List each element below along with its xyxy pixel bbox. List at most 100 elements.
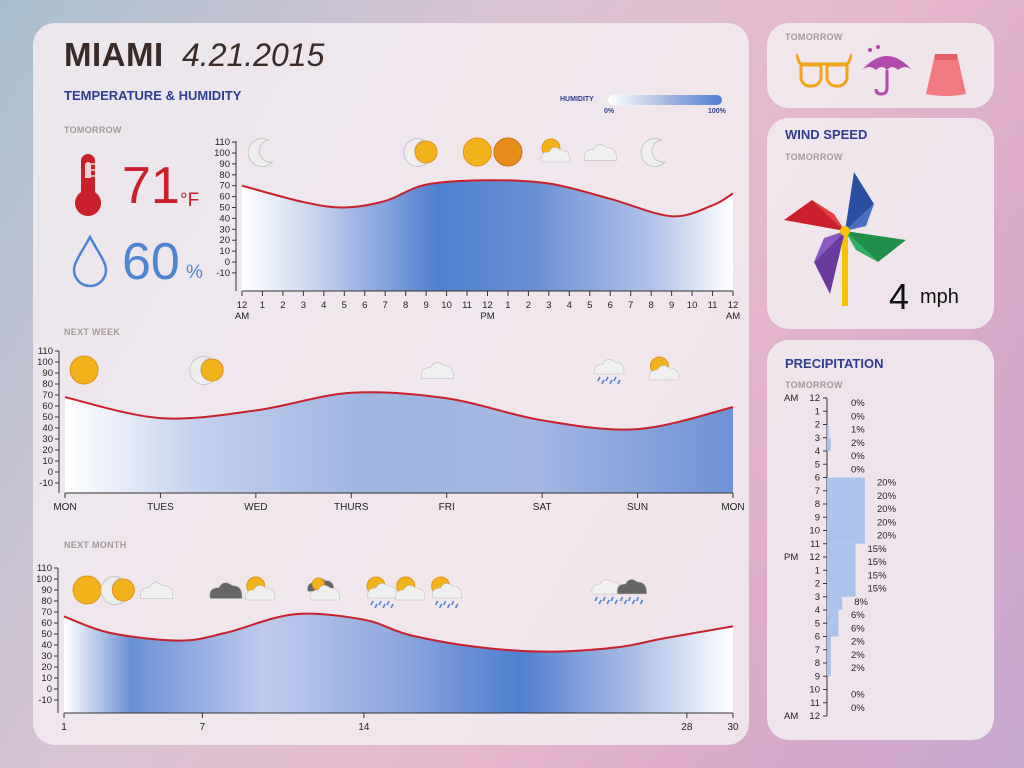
humidity-unit: % <box>186 262 203 283</box>
x-tick-label: 9 <box>423 300 428 311</box>
precip-hour-label: 10 <box>809 526 820 537</box>
precip-value-label: 20% <box>877 504 897 515</box>
x-tick-label: 5 <box>587 300 592 311</box>
x-tick-label: 6 <box>608 300 613 311</box>
x-tick-label: 1 <box>505 300 510 311</box>
precip-bar <box>827 583 856 597</box>
y-tick-label: 20 <box>219 235 230 246</box>
dark-cloud-icon <box>209 582 243 599</box>
precip-value-label: 0% <box>851 464 865 475</box>
humidity-area <box>242 180 733 291</box>
cloud-icon <box>583 144 617 161</box>
y-tick-label: 0 <box>48 467 53 478</box>
x-tick-label: 2 <box>280 300 285 311</box>
x-tick-label: 30 <box>727 722 739 733</box>
moon-sun-icon <box>403 138 438 167</box>
y-tick-label: 40 <box>42 423 53 434</box>
sun-icon <box>462 137 492 167</box>
dark-rain-cloud-icon <box>616 579 647 605</box>
pinwheel-icon <box>784 172 906 306</box>
precip-bar <box>827 477 865 491</box>
sun-orange-icon <box>493 137 523 167</box>
next-week-label: NEXT WEEK <box>64 327 121 337</box>
y-tick-label: 80 <box>42 379 53 390</box>
y-tick-label: 40 <box>219 213 230 224</box>
cloud-icon <box>421 362 455 379</box>
precip-hour-label: 1 <box>815 565 820 576</box>
moon-icon <box>247 138 274 167</box>
precip-hour-label: 12 <box>809 552 820 563</box>
precip-value-label: 15% <box>868 544 888 555</box>
precip-bar <box>827 636 831 650</box>
x-tick-label: WED <box>244 502 267 513</box>
y-tick-label: -10 <box>38 695 52 706</box>
precipitation-panel <box>767 340 994 740</box>
precip-bar <box>827 623 839 637</box>
y-tick-label: 100 <box>214 148 230 159</box>
umbrella-icon <box>862 45 912 96</box>
precip-value-label: 2% <box>851 637 865 648</box>
precip-hour-label: 3 <box>815 433 820 444</box>
x-tick-label: FRI <box>439 502 455 513</box>
x-tick-label: THURS <box>334 502 369 513</box>
x-tick-label: 1 <box>260 300 265 311</box>
city-name: MIAMI <box>64 36 164 73</box>
x-tick-label: 3 <box>546 300 551 311</box>
wind-unit: mph <box>920 286 959 308</box>
precip-bar <box>827 437 831 451</box>
x-tick-label: 8 <box>403 300 408 311</box>
x-sublabel: PM <box>480 311 494 322</box>
sunglasses-icon <box>796 53 852 88</box>
x-tick-label: 7 <box>628 300 633 311</box>
precip-value-label: 20% <box>877 517 897 528</box>
y-tick-label: 80 <box>41 596 52 607</box>
precip-bar <box>827 663 831 677</box>
x-tick-label: 11 <box>462 300 472 311</box>
x-tick-label: 10 <box>687 300 698 311</box>
y-tick-label: -10 <box>216 268 230 279</box>
precip-hour-label: 5 <box>815 459 820 470</box>
tomorrow-label: TOMORROW <box>64 125 122 135</box>
section-title: TEMPERATURE & HUMIDITY <box>64 88 242 103</box>
y-tick-label: 90 <box>41 585 52 596</box>
y-tick-label: 70 <box>219 181 230 192</box>
x-tick-label: 2 <box>526 300 531 311</box>
y-tick-label: 100 <box>37 357 53 368</box>
wind-title: WIND SPEED <box>785 127 868 142</box>
precip-bar <box>827 557 856 571</box>
humidity-legend-max: 100% <box>708 108 726 115</box>
x-tick-label: TUES <box>147 502 174 513</box>
y-tick-label: 110 <box>215 137 230 148</box>
x-tick-label: 1 <box>61 722 67 733</box>
precip-hour-label: 7 <box>815 645 820 656</box>
precip-value-label: 0% <box>851 703 865 714</box>
x-tick-label: 14 <box>358 722 370 733</box>
next-month-label: NEXT MONTH <box>64 540 127 550</box>
x-tick-label: 28 <box>681 722 693 733</box>
y-tick-label: 50 <box>42 412 53 423</box>
precip-value-label: 0% <box>851 690 865 701</box>
precip-hour-label: 9 <box>815 512 820 523</box>
precip-value-label: 20% <box>877 491 897 502</box>
precip-hour-label: 6 <box>815 632 820 643</box>
x-sublabel: AM <box>726 311 740 322</box>
precip-bar <box>827 596 843 610</box>
precip-bar <box>827 490 865 504</box>
storm-cloud-icon <box>307 577 340 601</box>
precip-hour-label: 2 <box>815 579 820 590</box>
rain-cloud-icon <box>594 359 625 385</box>
precip-value-label: 2% <box>851 650 865 661</box>
precip-bar <box>827 504 865 518</box>
precip-value-label: 20% <box>877 478 897 489</box>
partly-cloudy-icon <box>245 576 276 601</box>
wind-tomorrow-label: TOMORROW <box>785 152 843 162</box>
precip-value-label: 0% <box>851 411 865 422</box>
y-tick-label: 30 <box>219 224 230 235</box>
cloud-icon <box>140 582 174 599</box>
humidity-area <box>65 392 733 493</box>
precip-hour-label: 10 <box>809 685 820 696</box>
